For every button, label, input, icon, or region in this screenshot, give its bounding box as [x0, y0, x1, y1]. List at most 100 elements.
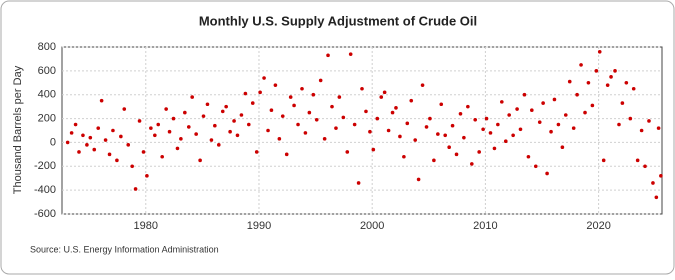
- point: [122, 107, 127, 111]
- point: [65, 140, 70, 145]
- point: [85, 143, 89, 147]
- point: [488, 131, 493, 135]
- point: [334, 126, 338, 130]
- point: [617, 122, 621, 127]
- point: [481, 127, 485, 132]
- point: [303, 131, 308, 135]
- point: [549, 129, 553, 134]
- point: [314, 117, 319, 122]
- point: [213, 123, 217, 128]
- point: [571, 126, 576, 130]
- chart-title: Monthly U.S. Supply Adjustment of Crude …: [199, 13, 477, 28]
- point: [345, 150, 350, 154]
- point: [141, 150, 146, 154]
- y-tick-label: 600: [38, 65, 56, 77]
- point: [111, 128, 115, 133]
- point: [115, 158, 119, 163]
- point: [413, 138, 418, 142]
- point: [654, 195, 659, 200]
- point: [432, 158, 436, 163]
- point: [341, 115, 346, 120]
- point: [390, 110, 395, 115]
- point: [133, 187, 138, 191]
- point: [375, 116, 380, 121]
- point: [277, 137, 282, 141]
- point: [533, 164, 538, 169]
- point: [288, 95, 293, 99]
- point: [371, 147, 376, 152]
- point: [473, 117, 478, 122]
- point: [500, 100, 504, 104]
- point: [73, 122, 78, 127]
- point: [266, 128, 270, 133]
- point: [201, 114, 206, 118]
- source: Source: U.S. Energy Information Administ…: [30, 244, 219, 254]
- point: [470, 162, 474, 166]
- point: [337, 95, 342, 99]
- point: [503, 139, 508, 144]
- point: [511, 133, 515, 138]
- point: [556, 122, 561, 127]
- point: [311, 92, 316, 97]
- point: [96, 126, 101, 130]
- point: [99, 98, 104, 103]
- point: [597, 49, 602, 54]
- point: [424, 125, 429, 129]
- point: [149, 126, 153, 130]
- point: [307, 110, 312, 115]
- point: [545, 171, 549, 176]
- point: [179, 137, 183, 141]
- point: [92, 147, 97, 152]
- point: [262, 76, 266, 80]
- point: [300, 86, 304, 91]
- point: [405, 121, 410, 126]
- y-tick-label: 400: [38, 89, 56, 101]
- point: [280, 114, 285, 118]
- point: [639, 128, 644, 133]
- point: [216, 143, 221, 147]
- point: [450, 123, 455, 128]
- point: [156, 122, 161, 127]
- point: [364, 109, 368, 114]
- point: [567, 79, 572, 84]
- point: [398, 134, 402, 139]
- point: [167, 129, 172, 134]
- point: [609, 75, 613, 79]
- point: [356, 181, 361, 185]
- point: [160, 154, 164, 159]
- point: [77, 150, 81, 154]
- point: [164, 107, 168, 111]
- point: [209, 138, 214, 142]
- point: [360, 86, 364, 91]
- point: [394, 106, 398, 110]
- point: [443, 133, 448, 138]
- point: [643, 164, 647, 169]
- point: [466, 104, 470, 109]
- point: [224, 104, 228, 109]
- point: [518, 127, 523, 132]
- point: [575, 92, 579, 97]
- point: [284, 152, 289, 157]
- point: [439, 102, 444, 107]
- point: [119, 134, 123, 139]
- point: [484, 116, 489, 121]
- point: [153, 133, 157, 138]
- point: [563, 113, 568, 117]
- point: [526, 154, 531, 159]
- point: [624, 80, 629, 85]
- point: [348, 52, 353, 56]
- point: [292, 103, 296, 108]
- point: [613, 69, 617, 73]
- point: [88, 135, 93, 140]
- point: [235, 133, 240, 138]
- point: [194, 132, 198, 136]
- point: [586, 80, 591, 85]
- point: [628, 116, 633, 121]
- point: [515, 107, 519, 111]
- point: [254, 150, 259, 154]
- x-tick-label: 1990: [247, 220, 271, 232]
- x-tick-label: 2000: [360, 220, 384, 232]
- point: [330, 104, 334, 109]
- point: [243, 91, 248, 96]
